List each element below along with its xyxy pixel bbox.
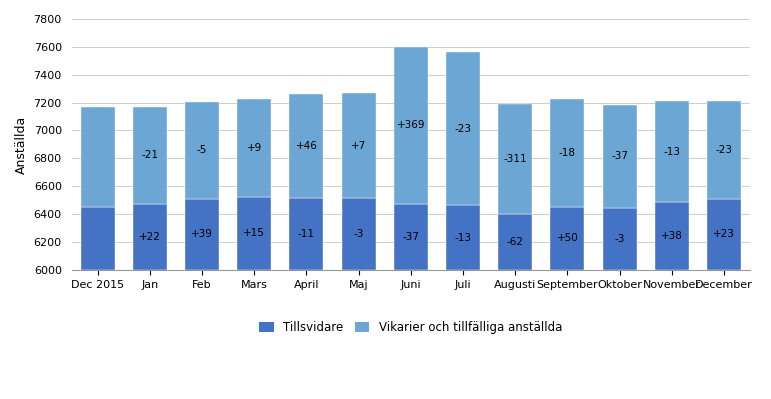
Y-axis label: Anställda: Anställda (15, 115, 28, 174)
Text: -3: -3 (353, 229, 364, 239)
Bar (81, 107, 115, 207)
Bar (342, 93, 375, 198)
Text: +9: +9 (247, 142, 262, 152)
Text: +369: +369 (396, 120, 425, 130)
Legend: Tillsvidare, Vikarier och tillfälliga anställda: Tillsvidare, Vikarier och tillfälliga an… (254, 317, 567, 339)
Text: -11: -11 (298, 229, 315, 239)
Bar (655, 202, 689, 270)
Bar (394, 47, 428, 203)
Bar (707, 199, 741, 270)
Text: +50: +50 (557, 233, 578, 243)
Text: +22: +22 (139, 232, 161, 242)
Bar (550, 99, 584, 207)
Text: -21: -21 (141, 150, 158, 160)
Bar (185, 199, 219, 270)
Bar (342, 198, 375, 270)
Bar (446, 205, 480, 270)
Bar (237, 99, 271, 197)
Text: -62: -62 (507, 237, 524, 247)
Bar (289, 198, 323, 270)
Text: +38: +38 (661, 231, 683, 241)
Bar (550, 207, 584, 270)
Bar (603, 105, 637, 207)
Bar (81, 207, 115, 270)
Text: +23: +23 (713, 229, 735, 239)
Text: -37: -37 (402, 232, 419, 242)
Text: +39: +39 (191, 229, 213, 239)
Bar (707, 101, 741, 199)
Text: +7: +7 (351, 141, 366, 151)
Text: -311: -311 (503, 154, 527, 164)
Bar (237, 197, 271, 270)
Bar (498, 214, 532, 270)
Bar (498, 104, 532, 214)
Bar (133, 204, 167, 270)
Text: -5: -5 (197, 145, 207, 155)
Bar (133, 107, 167, 204)
Text: +46: +46 (295, 141, 318, 151)
Bar (185, 102, 219, 199)
Text: -23: -23 (455, 124, 472, 134)
Text: -13: -13 (663, 147, 680, 157)
Bar (603, 207, 637, 270)
Text: -3: -3 (614, 234, 625, 244)
Bar (446, 52, 480, 205)
Text: -13: -13 (455, 233, 472, 243)
Bar (289, 94, 323, 198)
Text: -37: -37 (611, 151, 628, 161)
Text: -23: -23 (715, 145, 732, 155)
Text: -18: -18 (559, 148, 576, 158)
Text: +15: +15 (244, 228, 265, 238)
Bar (394, 203, 428, 270)
Bar (655, 101, 689, 202)
